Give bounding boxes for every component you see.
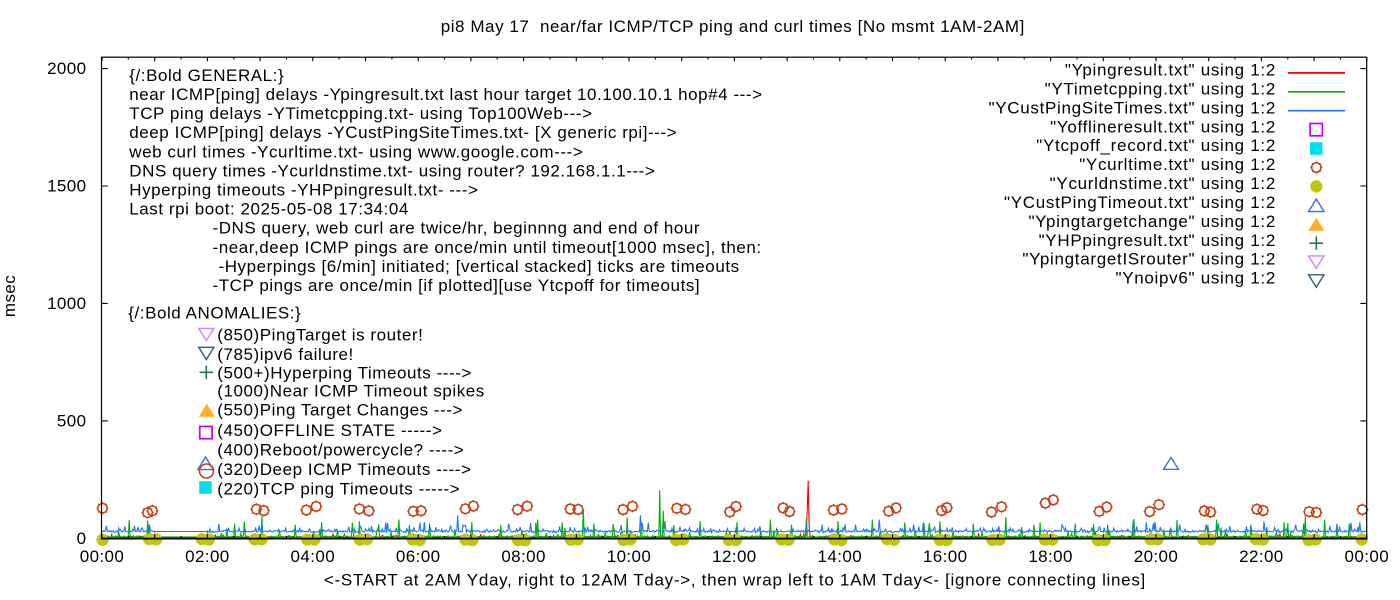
svg-text:"Ycurltime.txt" using 1:2: "Ycurltime.txt" using 1:2 [1079,155,1276,174]
svg-text:08:00: 08:00 [501,547,546,566]
svg-text:pi8 May 17 near/far ICMP/TCP: pi8 May 17 near/far ICMP/TCP ping and cu… [441,17,1025,36]
svg-text:1000: 1000 [47,294,86,313]
svg-text:{/:Bold GENERAL:}: {/:Bold GENERAL:} [129,66,284,85]
svg-text:(400)Reboot/powercycle? ---->: (400)Reboot/powercycle? ----> [217,440,464,459]
svg-text:(1000)Near ICMP Timeout spikes: (1000)Near ICMP Timeout spikes [217,381,485,400]
svg-text:500: 500 [57,411,87,430]
svg-text:22:00: 22:00 [1239,547,1284,566]
svg-text:02:00: 02:00 [185,547,230,566]
svg-text:"YHPpingresult.txt" using 1:2: "YHPpingresult.txt" using 1:2 [1039,231,1276,250]
svg-text:10:00: 10:00 [607,547,652,566]
svg-text:{/:Bold ANOMALIES:}: {/:Bold ANOMALIES:} [128,303,301,322]
svg-text:(785)ipv6 failure!: (785)ipv6 failure! [217,345,354,364]
svg-text:"Ytcpoff_record.txt" using 1:2: "Ytcpoff_record.txt" using 1:2 [1036,136,1276,155]
svg-text:msec: msec [0,275,19,317]
svg-text:near ICMP[ping] delays -Ypingr: near ICMP[ping] delays -Ypingresult.txt … [129,85,762,104]
svg-text:00:00: 00:00 [1345,547,1390,566]
svg-text:"YCustPingTimeout.txt" using 1: "YCustPingTimeout.txt" using 1:2 [1004,193,1276,212]
svg-text:(850)PingTarget is router!: (850)PingTarget is router! [217,326,423,345]
svg-text:0: 0 [77,529,87,548]
svg-text:16:00: 16:00 [923,547,968,566]
svg-text:(550)Ping Target Changes --->: (550)Ping Target Changes ---> [217,401,463,420]
svg-text:20:00: 20:00 [1134,547,1179,566]
svg-text:"YCustPingSiteTimes.txt" using: "YCustPingSiteTimes.txt" using 1:2 [988,98,1276,117]
svg-text:18:00: 18:00 [1028,547,1073,566]
svg-text:04:00: 04:00 [291,547,336,566]
svg-text:(320)Deep ICMP Timeouts ---->: (320)Deep ICMP Timeouts ----> [217,460,471,479]
svg-text:DNS query times -Ycurldnstime.: DNS query times -Ycurldnstime.txt- using… [129,161,655,180]
svg-text:12:00: 12:00 [712,547,757,566]
svg-text:(500+)Hyperping Timeouts ---->: (500+)Hyperping Timeouts ----> [217,364,472,383]
svg-text:(220)TCP ping Timeouts ----->: (220)TCP ping Timeouts -----> [217,479,460,498]
svg-text:"YpingtargetISrouter" using 1:: "YpingtargetISrouter" using 1:2 [1022,250,1276,269]
svg-text:"Ypingresult.txt" using 1:2: "Ypingresult.txt" using 1:2 [1065,61,1276,80]
svg-text:Last rpi boot: 2025-05-08 17:3: Last rpi boot: 2025-05-08 17:34:04 [129,200,409,219]
svg-text:2000: 2000 [47,59,86,78]
svg-text:1500: 1500 [47,177,86,196]
svg-text:"Ycurldnstime.txt" using 1:2: "Ycurldnstime.txt" using 1:2 [1050,174,1276,193]
svg-text:web curl times -Ycurltime.txt-: web curl times -Ycurltime.txt- using www… [128,142,583,161]
svg-text:-Hyperpings [6/min] initiated;: -Hyperpings [6/min] initiated; [vertical… [219,257,740,276]
svg-text:Hyperping timeouts -YHPpingres: Hyperping timeouts -YHPpingresult.txt- -… [129,181,478,200]
svg-text:"Yofflineresult.txt" using 1:2: "Yofflineresult.txt" using 1:2 [1050,117,1276,136]
svg-text:"Ypingtargetchange" using 1:2: "Ypingtargetchange" using 1:2 [1028,212,1276,231]
svg-text:-TCP pings are once/min [if pl: -TCP pings are once/min [if plotted][use… [213,276,701,295]
svg-text:00:00: 00:00 [80,547,125,566]
svg-text:(450)OFFLINE STATE ----->: (450)OFFLINE STATE -----> [217,421,442,440]
svg-text:"Ynoipv6" using 1:2: "Ynoipv6" using 1:2 [1115,269,1276,288]
svg-text:06:00: 06:00 [396,547,441,566]
svg-text:-near,deep ICMP pings are once: -near,deep ICMP pings are once/min until… [213,238,762,257]
svg-text:-DNS query, web curl are twice: -DNS query, web curl are twice/hr, begin… [213,219,701,238]
svg-text:14:00: 14:00 [818,547,863,566]
svg-text:<-START at 2AM Yday, right to: <-START at 2AM Yday, right to 12AM Tday-… [324,570,1146,589]
svg-text:"YTimetcpping.txt" using 1:2: "YTimetcpping.txt" using 1:2 [1045,79,1276,98]
svg-text:TCP ping delays -YTimetcpping.: TCP ping delays -YTimetcpping.txt- using… [129,104,592,123]
svg-text:deep ICMP[ping] delays -YCustP: deep ICMP[ping] delays -YCustPingSiteTim… [129,123,677,142]
